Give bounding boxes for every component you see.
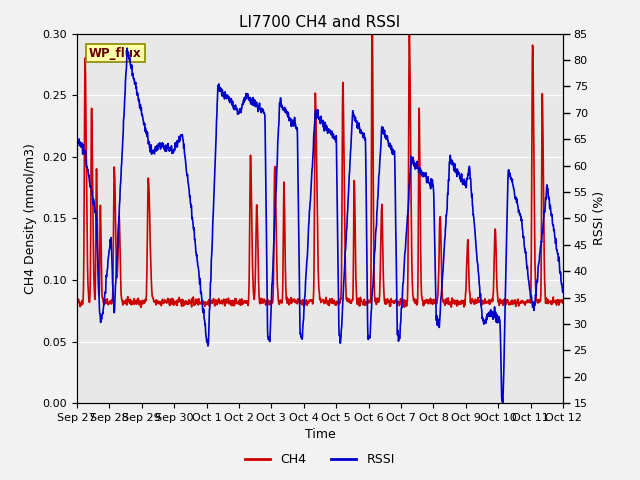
Legend: CH4, RSSI: CH4, RSSI bbox=[240, 448, 400, 471]
Y-axis label: RSSI (%): RSSI (%) bbox=[593, 192, 606, 245]
X-axis label: Time: Time bbox=[305, 429, 335, 442]
Text: WP_flux: WP_flux bbox=[89, 47, 141, 60]
Title: LI7700 CH4 and RSSI: LI7700 CH4 and RSSI bbox=[239, 15, 401, 30]
Y-axis label: CH4 Density (mmol/m3): CH4 Density (mmol/m3) bbox=[24, 143, 36, 294]
